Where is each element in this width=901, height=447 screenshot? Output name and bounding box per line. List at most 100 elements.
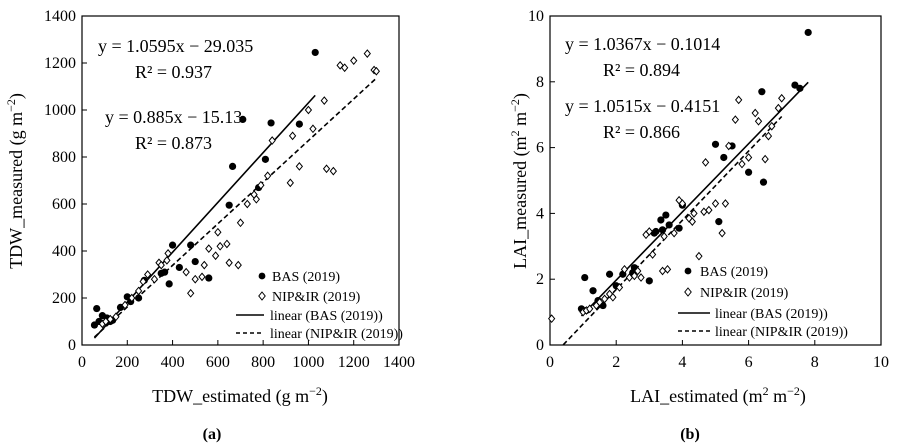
point-nip-a-21 bbox=[214, 227, 222, 237]
y-tick-label-b-0: 0 bbox=[536, 337, 544, 354]
point-nip-a-44 bbox=[363, 49, 371, 58]
point-nip-a-37 bbox=[309, 124, 317, 134]
point-nip-b-34 bbox=[725, 141, 733, 151]
y-tick-label-a-4: 800 bbox=[52, 149, 76, 166]
point-nip-b-9 bbox=[615, 283, 624, 292]
point-bas-b-17 bbox=[665, 221, 673, 229]
point-nip-b-45 bbox=[778, 93, 786, 103]
y-tick-label-b-1: 2 bbox=[536, 271, 544, 288]
panel-label-b: (b) bbox=[680, 426, 700, 443]
x-tick-labels-b: 0 2 4 6 8 10 bbox=[546, 354, 889, 371]
point-nip-a-11 bbox=[157, 260, 165, 270]
point-nip-b-6 bbox=[600, 294, 609, 304]
point-bas-b-15 bbox=[658, 226, 667, 234]
point-nip-a-9 bbox=[150, 274, 159, 284]
point-nip-a-4 bbox=[121, 300, 129, 310]
point-bas-b-22 bbox=[720, 153, 728, 162]
point-nip-b-3 bbox=[586, 304, 594, 314]
point-nip-b-27 bbox=[695, 251, 703, 261]
equation-nip-a: y = 0.885x − 15.13 bbox=[105, 107, 242, 127]
panel-b: 0 2 4 6 8 10 0 2 4 6 8 10 y = 1.0367x − 0.1014 R² … bbox=[508, 8, 889, 443]
data-points-a bbox=[90, 48, 381, 329]
point-nip-b-43 bbox=[768, 121, 776, 131]
legend-label-linear-nip-b: linear (NIP&IR (2019)) bbox=[715, 325, 848, 340]
tick-marks-a bbox=[81, 15, 400, 346]
r2-bas-b: R² = 0.894 bbox=[603, 60, 680, 80]
x-tick-label-a-1: 200 bbox=[115, 354, 139, 371]
legend-label-linear-bas-a: linear (BAS (2019)) bbox=[270, 309, 383, 324]
plot-frame-a bbox=[81, 15, 400, 346]
point-nip-a-23 bbox=[223, 239, 231, 249]
x-tick-label-b-3: 6 bbox=[745, 354, 753, 371]
equation-nip-b: y = 1.0515x − 0.4151 bbox=[565, 96, 720, 116]
point-nip-a-16 bbox=[191, 274, 199, 284]
point-bas-a-14 bbox=[165, 280, 173, 288]
point-bas-a-19 bbox=[205, 274, 213, 282]
point-nip-b-36 bbox=[735, 95, 743, 105]
point-bas-a-13 bbox=[161, 268, 169, 276]
point-nip-a-34 bbox=[288, 131, 297, 141]
point-bas-b-26 bbox=[759, 178, 768, 186]
x-tick-label-a-5: 1000 bbox=[292, 354, 324, 371]
point-nip-a-8 bbox=[144, 270, 152, 279]
point-nip-b-38 bbox=[744, 153, 753, 162]
point-nip-b-8 bbox=[609, 292, 617, 302]
point-nip-b-32 bbox=[718, 228, 726, 238]
point-nip-a-6 bbox=[134, 286, 143, 296]
x-tick-label-a-7: 1400 bbox=[383, 354, 415, 371]
x-axis-label-a: TDW_estimated (g m−2) bbox=[152, 384, 328, 407]
legend-label-bas-a: BAS (2019) bbox=[272, 270, 340, 285]
point-nip-b-25 bbox=[688, 217, 696, 227]
y-tick-label-a-1: 200 bbox=[52, 290, 76, 307]
legend-label-linear-bas-b: linear (BAS (2019)) bbox=[715, 307, 828, 322]
point-bas-b-11 bbox=[645, 277, 653, 285]
point-nip-a-2 bbox=[106, 314, 114, 324]
x-axis-label-b: LAI_estimated (m2 m−2) bbox=[630, 384, 806, 407]
point-nip-a-20 bbox=[211, 251, 220, 261]
r2-bas-a: R² = 0.937 bbox=[135, 62, 212, 82]
y-tick-label-a-3: 600 bbox=[52, 196, 76, 213]
point-nip-a-46 bbox=[372, 66, 381, 76]
point-nip-a-30 bbox=[257, 180, 265, 190]
legend-marker-bas-b bbox=[684, 267, 692, 275]
point-bas-a-15 bbox=[168, 241, 177, 249]
point-nip-a-41 bbox=[336, 60, 344, 70]
point-bas-b-20 bbox=[711, 140, 720, 148]
point-nip-b-26 bbox=[690, 209, 698, 218]
point-nip-a-35 bbox=[295, 162, 304, 171]
x-tick-labels-a: 0 200 400 600 800 1000 1200 1400 bbox=[78, 354, 415, 371]
legend-a: BAS (2019) NIP&IR (2019) linear (BAS (20… bbox=[236, 270, 403, 342]
point-nip-a-5 bbox=[128, 293, 136, 303]
point-nip-a-14 bbox=[182, 267, 190, 277]
point-nip-a-31 bbox=[264, 171, 272, 181]
point-nip-b-12 bbox=[630, 271, 639, 281]
point-nip-b-35 bbox=[731, 115, 740, 125]
point-nip-b-20 bbox=[663, 264, 672, 274]
r2-nip-a: R² = 0.873 bbox=[135, 133, 212, 153]
panel-label-a: (a) bbox=[203, 426, 222, 443]
y-tick-label-b-2: 4 bbox=[536, 205, 544, 222]
x-tick-label-b-2: 4 bbox=[678, 354, 686, 371]
x-tick-label-a-6: 1200 bbox=[338, 354, 370, 371]
point-nip-a-38 bbox=[320, 96, 328, 105]
point-bas-a-20 bbox=[225, 201, 233, 209]
x-tick-label-a-3: 600 bbox=[206, 354, 230, 371]
r2-nip-b: R² = 0.866 bbox=[603, 122, 680, 142]
point-nip-b-29 bbox=[701, 158, 710, 167]
y-tick-label-b-3: 6 bbox=[536, 140, 544, 157]
point-bas-b-13 bbox=[652, 227, 660, 236]
point-nip-a-25 bbox=[234, 260, 242, 270]
legend-label-bas-b: BAS (2019) bbox=[700, 265, 768, 280]
point-nip-a-26 bbox=[236, 218, 245, 228]
legend-marker-bas-a bbox=[258, 272, 266, 280]
point-bas-b-14 bbox=[657, 216, 665, 224]
point-nip-b-42 bbox=[764, 131, 773, 141]
point-nip-b-0 bbox=[548, 314, 556, 324]
point-nip-b-23 bbox=[678, 199, 687, 208]
point-nip-b-31 bbox=[711, 199, 720, 208]
point-nip-b-21 bbox=[670, 228, 678, 238]
equation-bas-b: y = 1.0367x − 0.1014 bbox=[565, 34, 720, 54]
x-tick-label-a-4: 800 bbox=[251, 354, 275, 371]
point-nip-b-33 bbox=[721, 199, 730, 208]
legend-label-linear-nip-a: linear (NIP&IR (2019)) bbox=[270, 327, 403, 342]
